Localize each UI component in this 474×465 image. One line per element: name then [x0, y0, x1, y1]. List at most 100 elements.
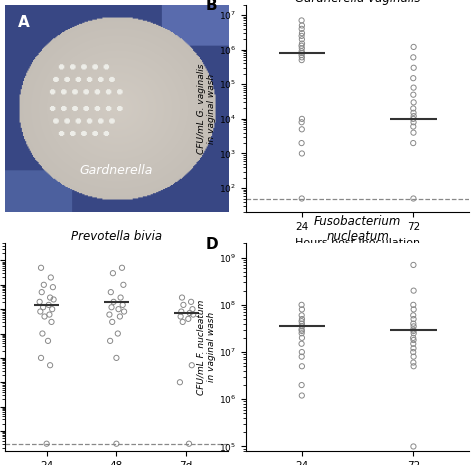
Point	[177, 313, 184, 320]
Point	[37, 264, 45, 272]
Point	[47, 274, 55, 281]
Point	[190, 311, 197, 319]
Point	[410, 91, 417, 99]
Point	[106, 337, 114, 345]
Point	[410, 119, 417, 126]
Point	[45, 301, 53, 309]
Point	[298, 45, 306, 52]
Point	[186, 309, 193, 317]
Point	[298, 51, 305, 59]
Point	[49, 284, 57, 291]
Point	[40, 281, 47, 288]
Point	[36, 298, 44, 306]
Point	[298, 119, 305, 126]
Point	[298, 381, 305, 389]
Text: A: A	[18, 15, 30, 30]
Point	[410, 353, 418, 360]
Point	[410, 340, 417, 347]
Point	[180, 301, 187, 309]
Point	[298, 126, 306, 133]
Point	[410, 323, 418, 330]
Point	[178, 308, 185, 315]
Point	[298, 363, 306, 370]
Point	[298, 195, 306, 202]
Point	[36, 308, 44, 315]
Point	[298, 53, 306, 61]
Point	[109, 318, 116, 325]
Point	[410, 443, 417, 450]
Point	[410, 348, 417, 356]
Point	[39, 330, 46, 337]
Point	[410, 336, 417, 344]
Point	[298, 150, 306, 157]
Point	[109, 270, 117, 277]
Point	[298, 315, 306, 323]
Point	[410, 306, 418, 313]
Point	[298, 47, 305, 55]
Point	[298, 301, 305, 309]
Point	[410, 113, 418, 120]
Point	[410, 115, 417, 123]
Title: Prevotella bivia: Prevotella bivia	[71, 231, 162, 243]
Point	[410, 334, 417, 342]
Point	[410, 195, 417, 202]
Point	[298, 32, 305, 40]
Point	[410, 105, 417, 112]
Point	[106, 311, 113, 319]
Title: Gardnerella vaginalis: Gardnerella vaginalis	[295, 0, 420, 5]
Point	[410, 99, 418, 106]
Point	[113, 354, 120, 362]
Point	[410, 315, 418, 323]
Point	[44, 337, 52, 345]
Point	[184, 315, 192, 323]
Point	[298, 392, 306, 399]
Point	[298, 312, 305, 319]
Point	[110, 298, 118, 306]
Point	[120, 308, 128, 315]
Point	[298, 49, 306, 57]
Point	[298, 327, 306, 335]
Text: B: B	[206, 0, 218, 13]
Point	[48, 318, 55, 325]
Point	[46, 361, 54, 369]
Point	[410, 43, 418, 51]
Y-axis label: CFU/mL F. nucleatum
in vaginal wash: CFU/mL F. nucleatum in vaginal wash	[197, 299, 216, 395]
Point	[410, 359, 417, 366]
Point	[298, 320, 306, 327]
Point	[113, 440, 120, 447]
Point	[410, 326, 417, 333]
Point	[48, 306, 56, 313]
Point	[410, 123, 417, 130]
Point	[38, 288, 46, 296]
Point	[119, 281, 127, 288]
Text: Gardnerella: Gardnerella	[80, 164, 153, 177]
Point	[410, 129, 417, 136]
Point	[298, 140, 305, 147]
Point	[43, 440, 50, 447]
Point	[410, 261, 417, 269]
Point	[298, 35, 306, 43]
Point	[298, 318, 305, 325]
Point	[298, 56, 305, 64]
Point	[298, 334, 306, 342]
X-axis label: Hours post inoculation: Hours post inoculation	[295, 238, 420, 247]
Point	[39, 304, 47, 311]
Y-axis label: CFU/mL G. vaginalis
in vaginal wash: CFU/mL G. vaginalis in vaginal wash	[197, 63, 216, 154]
Point	[298, 306, 306, 313]
Point	[189, 306, 196, 313]
Point	[298, 42, 305, 49]
Point	[46, 294, 54, 301]
Point	[298, 115, 306, 123]
Point	[298, 348, 306, 356]
Point	[185, 440, 193, 447]
Point	[50, 296, 57, 303]
Point	[107, 288, 115, 296]
Point	[108, 304, 115, 311]
Point	[298, 323, 306, 330]
Point	[298, 340, 305, 347]
Point	[46, 311, 53, 319]
Point	[176, 379, 184, 386]
Point	[298, 330, 305, 337]
Point	[115, 306, 122, 313]
Point	[188, 361, 196, 369]
